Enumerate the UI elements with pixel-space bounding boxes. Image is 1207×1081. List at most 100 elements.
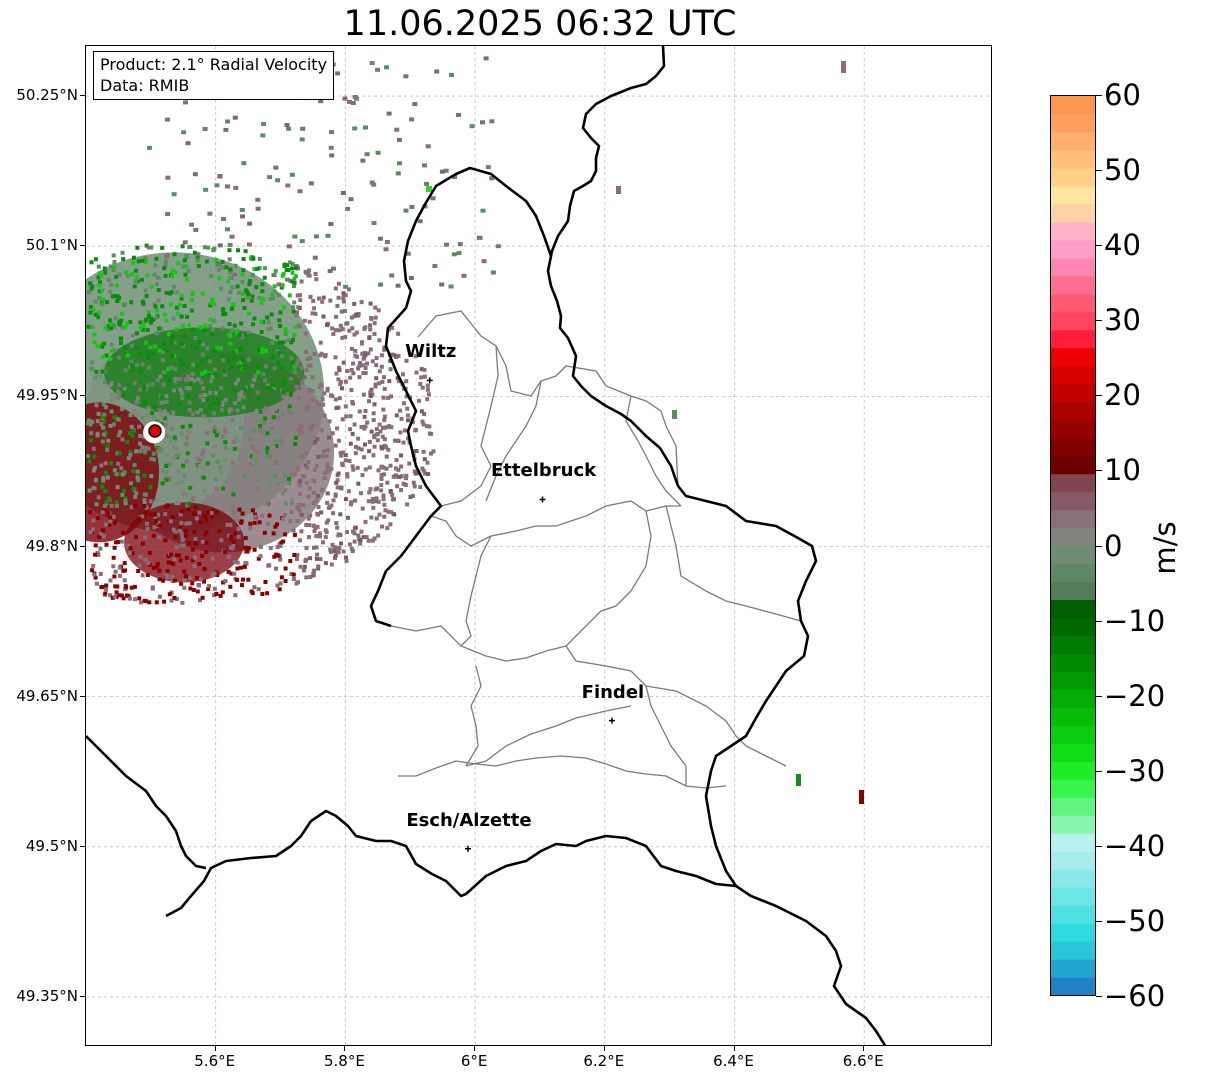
colorbar-segment (1051, 311, 1095, 331)
canton-border-clervaux (485, 380, 542, 502)
lat-tick-mark (80, 245, 85, 247)
lat-tick-mark (80, 95, 85, 97)
colorbar-segment (1051, 581, 1095, 601)
colorbar-tick-mark (1096, 996, 1102, 997)
lat-tick-label: 49.35°N (16, 986, 78, 1005)
colorbar-segment (1051, 293, 1095, 313)
colorbar-segment (1051, 689, 1095, 708)
colorbar-segment (1051, 635, 1095, 654)
canton-border-mersch (460, 535, 492, 647)
colorbar-segment (1051, 977, 1095, 995)
city-label: Ettelbruck (490, 460, 597, 482)
colorbar-tick-mark (1096, 845, 1102, 847)
colorbar-segment (1051, 743, 1095, 762)
colorbar-segment (1051, 797, 1095, 816)
canton-border-remich (645, 685, 787, 767)
colorbar-tick-mark (1096, 395, 1102, 397)
colorbar-segment (1051, 851, 1095, 870)
radar-echoes (86, 56, 864, 804)
city-marker-icon (608, 717, 615, 724)
colorbar-tick-mark (1096, 770, 1102, 772)
lon-tick-mark (863, 1046, 865, 1051)
canton-border-esch (398, 755, 727, 789)
city-marker-icon (426, 377, 433, 384)
colorbar-segment (1051, 239, 1095, 259)
border-france-belgium-west (86, 735, 207, 870)
colorbar-tick-mark (1096, 620, 1102, 622)
city-label: Wiltz (405, 341, 457, 363)
colorbar-tick-label: −60 (1104, 979, 1166, 1013)
colorbar-segment (1051, 527, 1095, 547)
colorbar-segment (1051, 275, 1095, 295)
colorbar-segment (1051, 887, 1095, 906)
colorbar-segment (1051, 203, 1095, 223)
city-marker-icon (464, 845, 471, 852)
city-marker-icon (539, 496, 546, 503)
colorbar-segment (1051, 653, 1095, 672)
border-lux-france (165, 809, 737, 918)
lat-tick-label: 49.8°N (25, 536, 78, 555)
map-panel[interactable] (85, 45, 992, 1046)
colorbar-gradient (1051, 96, 1095, 995)
colorbar-segment (1051, 401, 1095, 421)
colorbar-tick-mark (1096, 470, 1102, 472)
lat-tick-label: 50.1°N (25, 236, 78, 255)
colorbar-segment (1051, 725, 1095, 744)
colorbar-segment (1051, 221, 1095, 241)
lon-tick-label: 6°E (460, 1052, 488, 1070)
lon-tick-mark (474, 1046, 476, 1051)
colorbar-segment (1051, 437, 1095, 457)
canton-border-redange (390, 625, 567, 662)
colorbar-tick-label: −40 (1104, 828, 1166, 863)
colorbar-tick-label: −20 (1104, 678, 1166, 713)
colorbar-segment (1051, 617, 1095, 636)
colorbar-segment (1051, 869, 1095, 888)
colorbar-segment (1051, 455, 1095, 475)
colorbar-segment (1051, 545, 1095, 565)
colorbar-segment (1051, 383, 1095, 403)
velocity-colorbar (1050, 95, 1096, 996)
colorbar-segment (1051, 761, 1095, 780)
colorbar-segment (1051, 509, 1095, 529)
canton-border-wiltz (440, 345, 499, 507)
canton-border-luxembourg (565, 645, 687, 786)
lon-tick-label: 6.6°E (842, 1052, 884, 1070)
colorbar-tick-label: 50 (1104, 153, 1141, 188)
map-canvas (86, 46, 991, 1045)
canton-border-diekirch (430, 500, 681, 547)
lat-tick-label: 49.65°N (16, 686, 78, 705)
lon-tick-mark (603, 1046, 605, 1051)
colorbar-segment (1051, 905, 1095, 924)
lon-tick-mark (344, 1046, 346, 1051)
colorbar-segment (1051, 599, 1095, 619)
colorbar-segment (1051, 941, 1095, 960)
colorbar-segment (1051, 491, 1095, 511)
colorbar-segment (1051, 833, 1095, 852)
lon-tick-label: 6.4°E (713, 1052, 754, 1070)
data-source-label: Data: RMIB (100, 76, 190, 95)
city-label: Findel (581, 681, 645, 703)
colorbar-tick-label: 20 (1104, 378, 1141, 413)
colorbar-segment (1051, 959, 1095, 978)
colorbar-tick-label: −50 (1104, 903, 1166, 938)
border-lux-germany-east (676, 485, 818, 887)
colorbar-tick-label: −10 (1104, 603, 1166, 638)
colorbar-tick-label: 0 (1104, 528, 1123, 563)
colorbar-segment (1051, 167, 1095, 187)
colorbar-segment (1051, 96, 1095, 115)
canton-border-echternach (665, 505, 802, 622)
colorbar-segment (1051, 671, 1095, 690)
canton-borders (390, 310, 802, 789)
colorbar-segment (1051, 365, 1095, 385)
colorbar-tick-label: 40 (1104, 228, 1141, 263)
colorbar-tick-mark (1096, 245, 1102, 247)
product-info-box: Product: 2.1° Radial Velocity Data: RMIB (93, 51, 335, 100)
border-lux-belgium-north (546, 46, 680, 487)
colorbar-tick-label: 30 (1104, 303, 1141, 338)
product-label: Product: 2.1° Radial Velocity (100, 55, 328, 74)
colorbar-segment (1051, 113, 1095, 133)
city-markers (426, 377, 615, 852)
colorbar-unit-label: m/s (1148, 521, 1182, 575)
colorbar-segment (1051, 815, 1095, 834)
colorbar-tick-mark (1096, 920, 1102, 922)
